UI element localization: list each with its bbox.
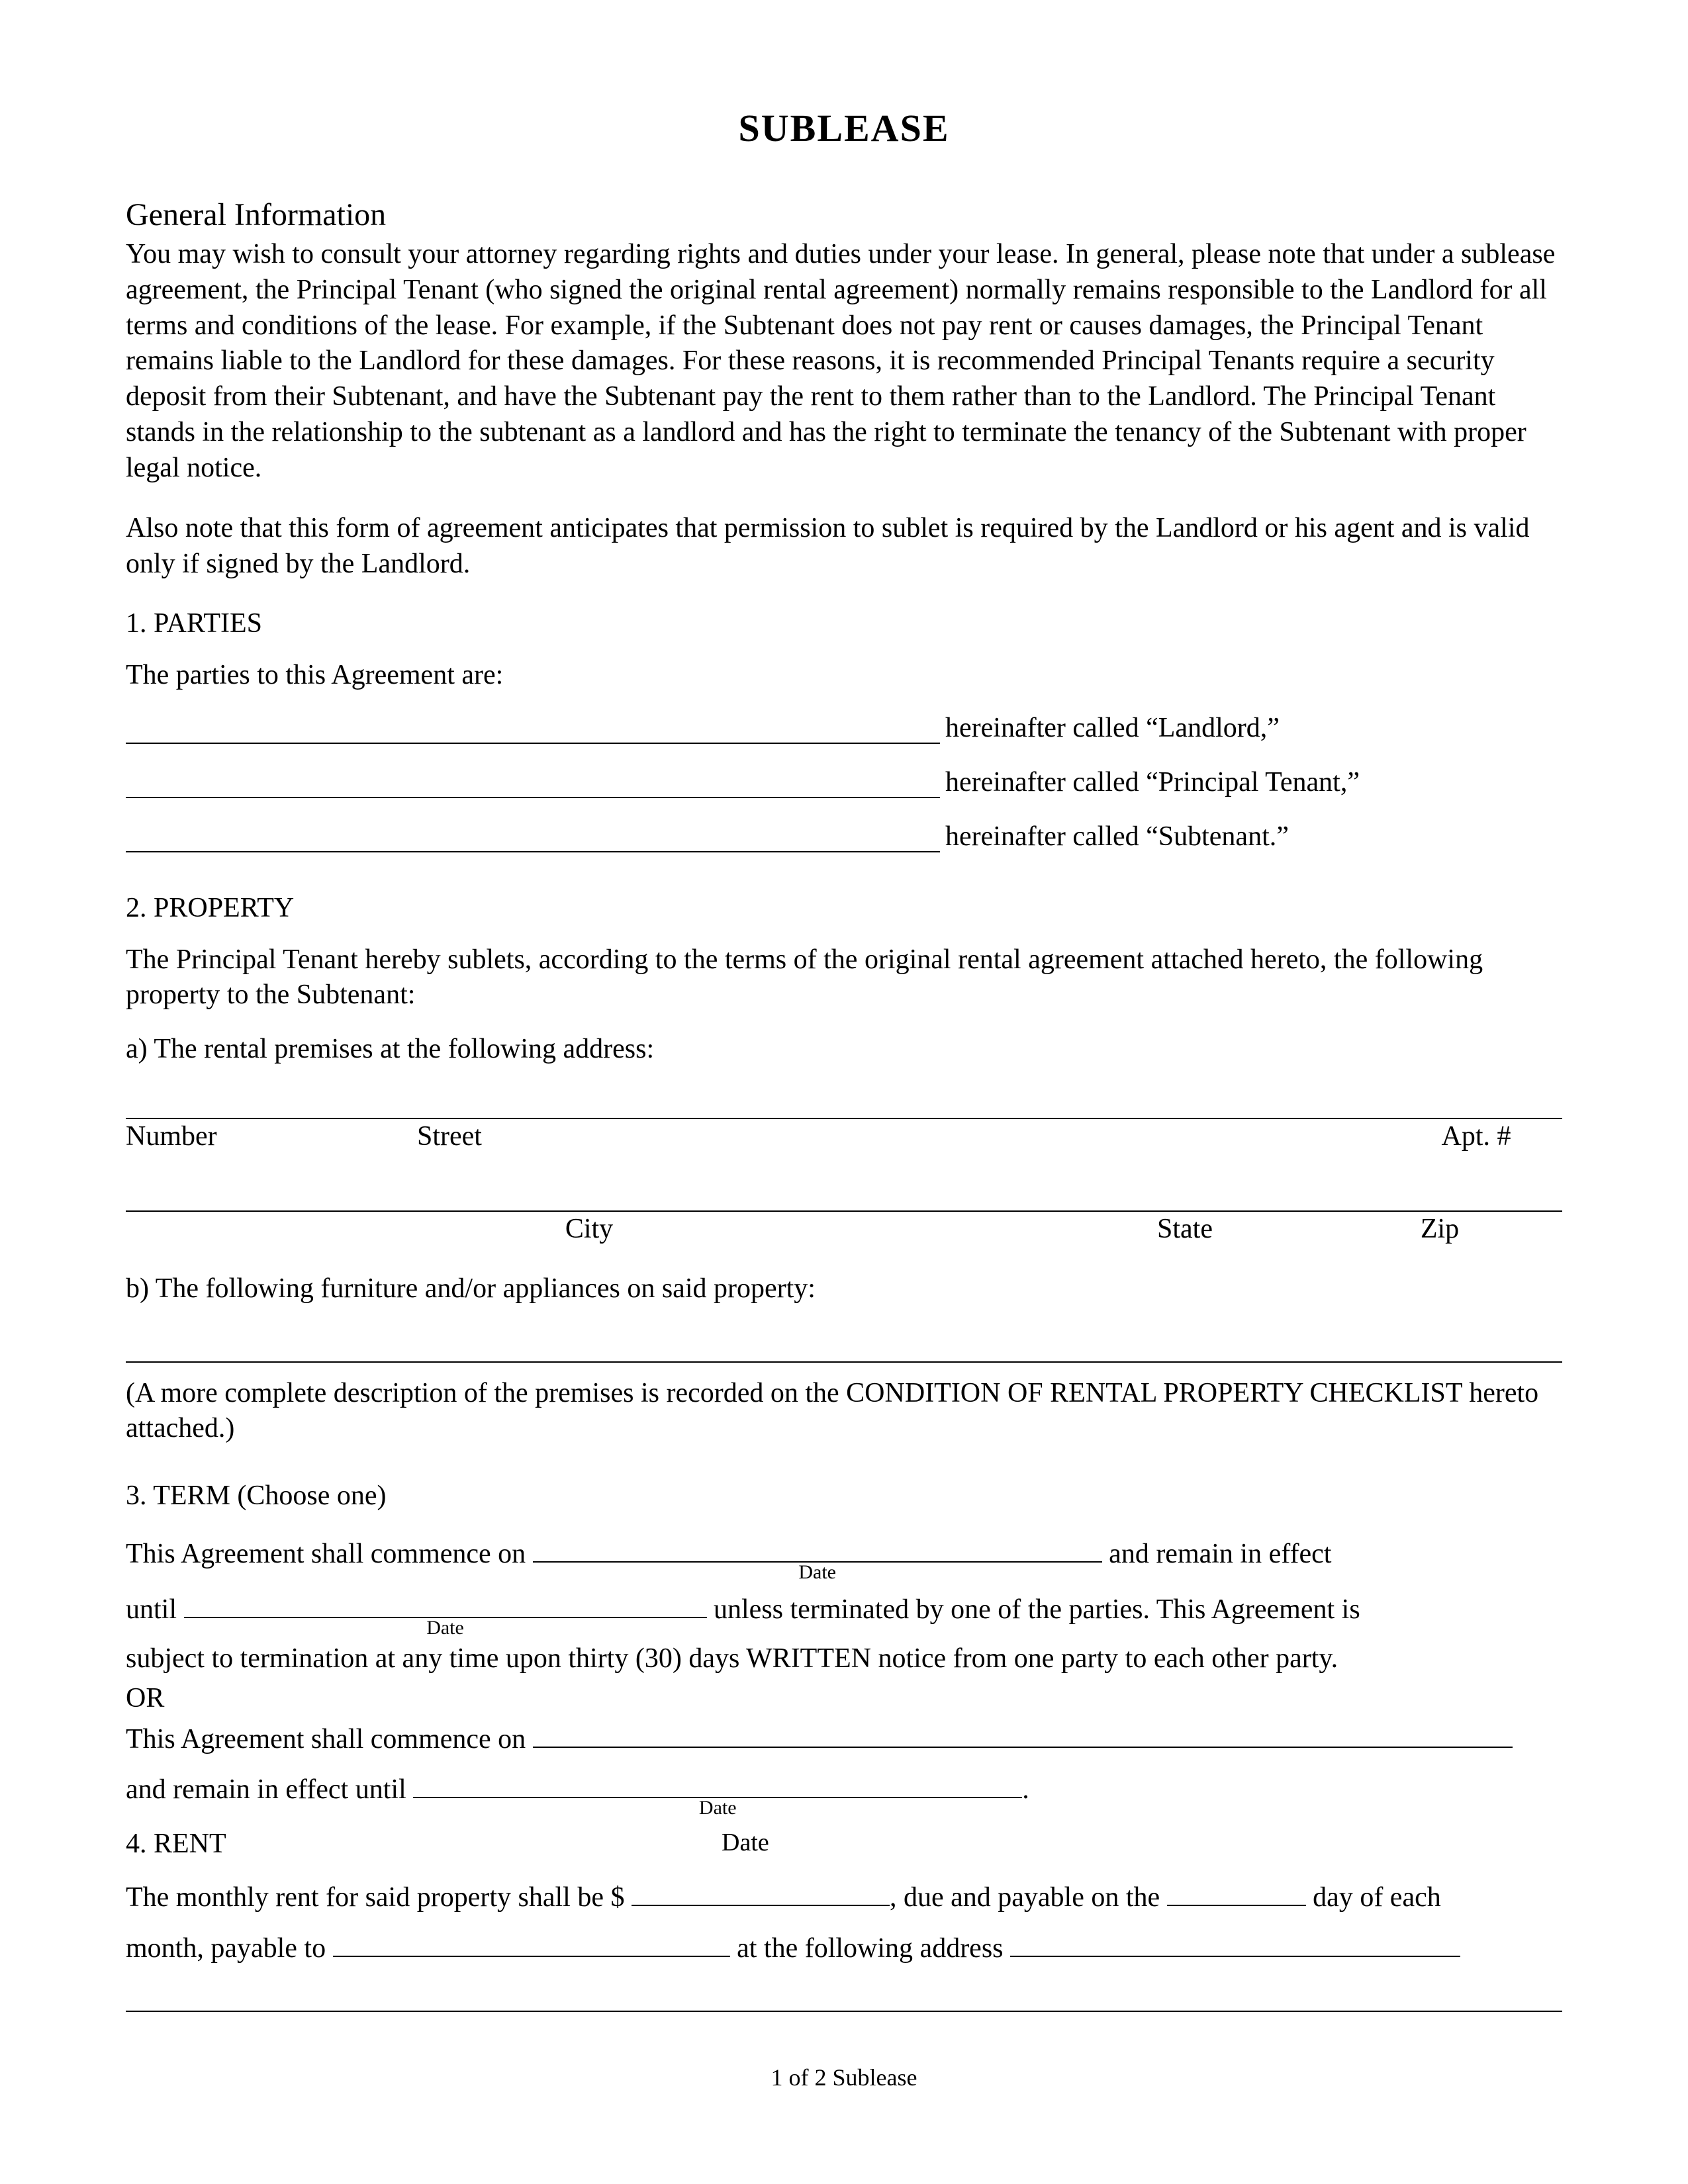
general-info-p1: You may wish to consult your attorney re…	[126, 237, 1562, 486]
principal-tenant-label: hereinafter called “Principal Tenant,”	[940, 766, 1360, 798]
page-footer: 1 of 2 Sublease	[0, 2064, 1688, 2091]
address-labels-1: Number Street Apt. #	[126, 1120, 1562, 1152]
parties-intro: The parties to this Agreement are:	[126, 658, 1562, 694]
landlord-label: hereinafter called “Landlord,”	[940, 712, 1280, 744]
principal-tenant-input-line[interactable]	[126, 769, 940, 798]
term2-period: .	[1022, 1774, 1029, 1805]
rent2-mid: at the following address	[730, 1933, 1010, 1964]
rent-payee-line[interactable]	[333, 1929, 730, 1957]
term-option-2-line1: This Agreement shall commence on	[126, 1720, 1562, 1759]
term2-pre: This Agreement shall commence on	[126, 1724, 533, 1754]
rent-continuation-line[interactable]	[126, 1979, 1562, 2012]
page: SUBLEASE General Information You may wis…	[0, 0, 1688, 2184]
property-a: a) The rental premises at the following …	[126, 1032, 1562, 1068]
subtenant-label: hereinafter called “Subtenant.”	[940, 821, 1289, 852]
label-apt: Apt. #	[1390, 1120, 1562, 1152]
label-number: Number	[126, 1120, 404, 1152]
rent-line-2: month, payable to at the following addre…	[126, 1927, 1562, 1971]
term2-start-date-line[interactable]	[533, 1720, 1513, 1748]
address-line-1[interactable]	[126, 1086, 1562, 1119]
term-option-1-line3: subject to termination at any time upon …	[126, 1641, 1562, 1677]
furniture-input-line[interactable]	[126, 1326, 1562, 1363]
term-or: OR	[126, 1681, 1562, 1717]
section-1-heading: 1. PARTIES	[126, 608, 1562, 639]
document-title: SUBLEASE	[126, 106, 1562, 150]
label-city: City	[126, 1213, 1053, 1245]
section-2-heading: 2. PROPERTY	[126, 892, 1562, 924]
subtenant-row: hereinafter called “Subtenant.”	[126, 821, 1562, 852]
term1-end-date-line[interactable]: Date	[184, 1590, 707, 1618]
rent-address-line[interactable]	[1010, 1929, 1460, 1957]
label-zip: Zip	[1317, 1213, 1562, 1245]
property-b: b) The following furniture and/or applia…	[126, 1271, 1562, 1307]
term1-start-date-label: Date	[533, 1561, 1102, 1583]
term-option-2-line2: and remain in effect until Date.	[126, 1766, 1562, 1815]
property-intro: The Principal Tenant hereby sublets, acc…	[126, 942, 1562, 1014]
term1-post: and remain in effect	[1102, 1539, 1332, 1569]
term1-until: until	[126, 1594, 184, 1625]
term1-start-date-line[interactable]: Date	[533, 1535, 1102, 1563]
address-block: Number Street Apt. # City State Zip	[126, 1086, 1562, 1245]
rent-day-line[interactable]	[1167, 1878, 1306, 1906]
term2-end-date-line[interactable]: Date	[413, 1770, 1022, 1798]
rent2-pre: month, payable to	[126, 1933, 333, 1964]
term2-until: and remain in effect until	[126, 1774, 413, 1805]
landlord-input-line[interactable]	[126, 715, 940, 744]
label-street: Street	[404, 1120, 1390, 1152]
term1-end-date-label: Date	[184, 1617, 707, 1639]
address-line-2[interactable]	[126, 1179, 1562, 1212]
term-option-1-line1: This Agreement shall commence on Date an…	[126, 1530, 1562, 1579]
term1-pre: This Agreement shall commence on	[126, 1539, 533, 1569]
section-4-row: 4. RENT Date	[126, 1828, 1562, 1860]
checklist-note: (A more complete description of the prem…	[126, 1376, 1562, 1447]
section-3-heading: 3. TERM (Choose one)	[126, 1480, 1562, 1512]
section-4-heading: 4. RENT	[126, 1828, 722, 1860]
subtenant-input-line[interactable]	[126, 823, 940, 852]
stray-date-label: Date	[722, 1828, 769, 1860]
principal-tenant-row: hereinafter called “Principal Tenant,”	[126, 766, 1562, 798]
rent-mid: , due and payable on the	[890, 1882, 1167, 1913]
term1-unless: unless terminated by one of the parties.…	[707, 1594, 1360, 1625]
general-info-heading: General Information	[126, 197, 1562, 233]
general-info-p2: Also note that this form of agreement an…	[126, 511, 1562, 582]
rent-pre: The monthly rent for said property shall…	[126, 1882, 632, 1913]
rent-post: day of each	[1306, 1882, 1441, 1913]
rent-amount-line[interactable]	[632, 1878, 890, 1906]
landlord-row: hereinafter called “Landlord,”	[126, 712, 1562, 744]
address-labels-2: City State Zip	[126, 1213, 1562, 1245]
term-option-1-line2: until Date unless terminated by one of t…	[126, 1586, 1562, 1635]
term2-end-date-label: Date	[413, 1797, 1022, 1819]
label-state: State	[1053, 1213, 1317, 1245]
rent-line-1: The monthly rent for said property shall…	[126, 1876, 1562, 1920]
